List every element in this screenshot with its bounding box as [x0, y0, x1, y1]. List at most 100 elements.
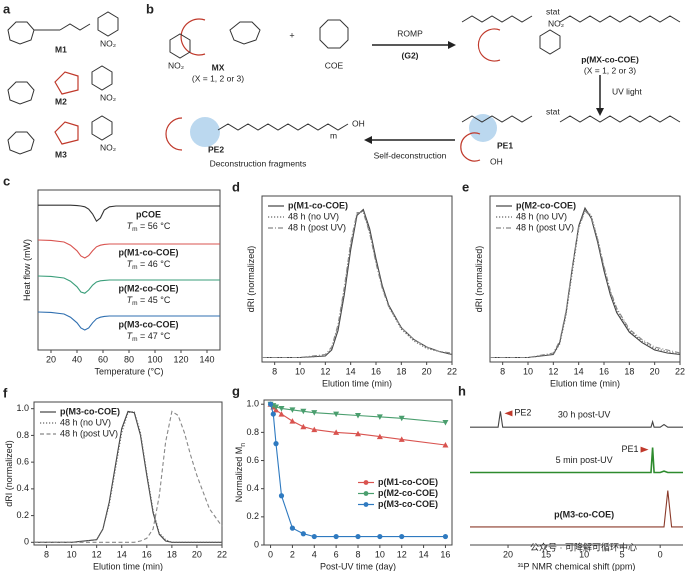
x-tick-label: 10	[295, 366, 305, 376]
data-point	[278, 405, 285, 412]
monomer-label: M2	[55, 96, 67, 106]
y-axis-label: dRI (normalized)	[246, 246, 256, 313]
x-tick-label: 20	[503, 549, 513, 559]
nitro-group: NO₂	[548, 18, 564, 28]
legend-label: 48 h (post UV)	[60, 428, 118, 438]
x-axis-label: Temperature (°C)	[94, 366, 163, 376]
y-tick-label: 0.4	[246, 483, 259, 493]
x-tick-label: 8	[355, 549, 360, 559]
legend-marker	[363, 480, 369, 485]
series-line	[262, 208, 453, 359]
reaction-label: ROMP	[397, 28, 423, 38]
y-tick-label: 0.8	[16, 430, 29, 440]
x-tick-label: 8	[44, 549, 49, 559]
x-tick-label: 80	[124, 354, 134, 364]
series-label: p(M1-co-COE)	[119, 247, 179, 257]
plot-frame	[261, 195, 453, 363]
stat-label: stat	[546, 106, 560, 116]
data-point	[300, 423, 307, 430]
panel-letter: h	[458, 383, 466, 398]
legend-label: 48 h (post UV)	[516, 222, 574, 232]
x-axis-label: ³¹P NMR chemical shift (ppm)	[518, 561, 636, 571]
y-tick-label: 0	[24, 537, 29, 547]
melting-point: Tm = 47 °C	[127, 331, 171, 342]
y-tick-label: 0.4	[16, 483, 29, 493]
monomer-name: MX	[212, 62, 225, 72]
y-tick-label: 1.0	[16, 403, 29, 413]
x-tick-label: 12	[92, 549, 102, 559]
legend-label: p(M1-co-COE)	[378, 477, 438, 487]
data-point	[442, 442, 449, 448]
tm-subscript: m	[132, 336, 137, 343]
plot-frame	[33, 401, 223, 546]
tm-symbol: T	[127, 331, 134, 341]
x-tick-label: 15	[541, 549, 551, 559]
x-tick-label: 120	[173, 354, 188, 364]
x-tick-label: 20	[422, 366, 432, 376]
x-tick-label: 12	[548, 366, 558, 376]
data-point	[376, 433, 383, 440]
data-point	[311, 426, 318, 433]
x-tick-label: 16	[371, 366, 381, 376]
series-line	[262, 210, 453, 359]
y-axis-label: Heat flow (mW)	[22, 239, 32, 301]
x-tick-label: 8	[272, 366, 277, 376]
legend-marker	[363, 502, 369, 507]
series-line	[470, 411, 683, 428]
data-point	[377, 533, 383, 540]
data-point	[278, 411, 285, 417]
data-point	[333, 533, 339, 540]
x-tick-label: 14	[574, 366, 584, 376]
tm-subscript: m	[132, 300, 137, 307]
x-tick-label: 0	[268, 549, 273, 559]
monomer-label: M1	[55, 44, 67, 54]
series-line	[490, 210, 681, 359]
data-point	[398, 415, 405, 422]
x-tick-label: 140	[199, 354, 214, 364]
tm-symbol: T	[127, 221, 134, 231]
pe2-label: PE2	[208, 144, 224, 154]
x-tick-label: 100	[147, 354, 162, 364]
panel-letter: d	[232, 179, 240, 194]
x-tick-label: 60	[98, 354, 108, 364]
x-tick-label: 2	[290, 549, 295, 559]
series-line	[37, 275, 220, 294]
x-tick-label: 18	[624, 366, 634, 376]
polymer-name: p(MX-co-COE)	[581, 54, 639, 64]
x-tick-label: 22	[447, 366, 457, 376]
y-axis-label: dRI (normalized)	[474, 246, 484, 313]
melting-point: Tm = 56 °C	[127, 221, 171, 232]
x-tick-label: 22	[217, 549, 227, 559]
watermark: 公众号 · 可降解可循环中心	[530, 541, 637, 552]
stat-label: stat	[546, 6, 560, 16]
y-tick-label: 1.0	[246, 399, 259, 409]
catalyst-label: (G2)	[402, 50, 419, 60]
data-point	[289, 407, 296, 413]
hydroxyl: OH	[352, 118, 365, 128]
legend-marker	[363, 491, 369, 496]
tm-value: = 46 °C	[138, 259, 171, 269]
data-point	[355, 430, 361, 437]
legend-label: p(M3-co-COE)	[378, 499, 438, 509]
x-axis-label: Elution time (min)	[322, 378, 392, 388]
x-tick-label: 16	[440, 549, 450, 559]
data-point	[442, 533, 449, 540]
plot-frame	[489, 195, 681, 363]
x-tick-label: 14	[117, 549, 127, 559]
data-point	[300, 531, 306, 537]
x-tick-label: 10	[579, 549, 589, 559]
series-label: pCOE	[136, 209, 161, 219]
x-tick-label: 10	[67, 549, 77, 559]
series-label: p(M2-co-COE)	[119, 283, 179, 293]
y-axis-label: dRI (normalized)	[4, 440, 14, 507]
peak-arrow	[504, 410, 513, 417]
series-line	[262, 211, 453, 359]
y-tick-label: 0.2	[246, 511, 259, 521]
data-point	[289, 525, 296, 531]
y-tick-label: 0	[254, 539, 259, 549]
x-tick-label: 8	[500, 366, 505, 376]
plus-sign: +	[289, 30, 294, 40]
nitro-group: NO₂	[100, 142, 116, 152]
